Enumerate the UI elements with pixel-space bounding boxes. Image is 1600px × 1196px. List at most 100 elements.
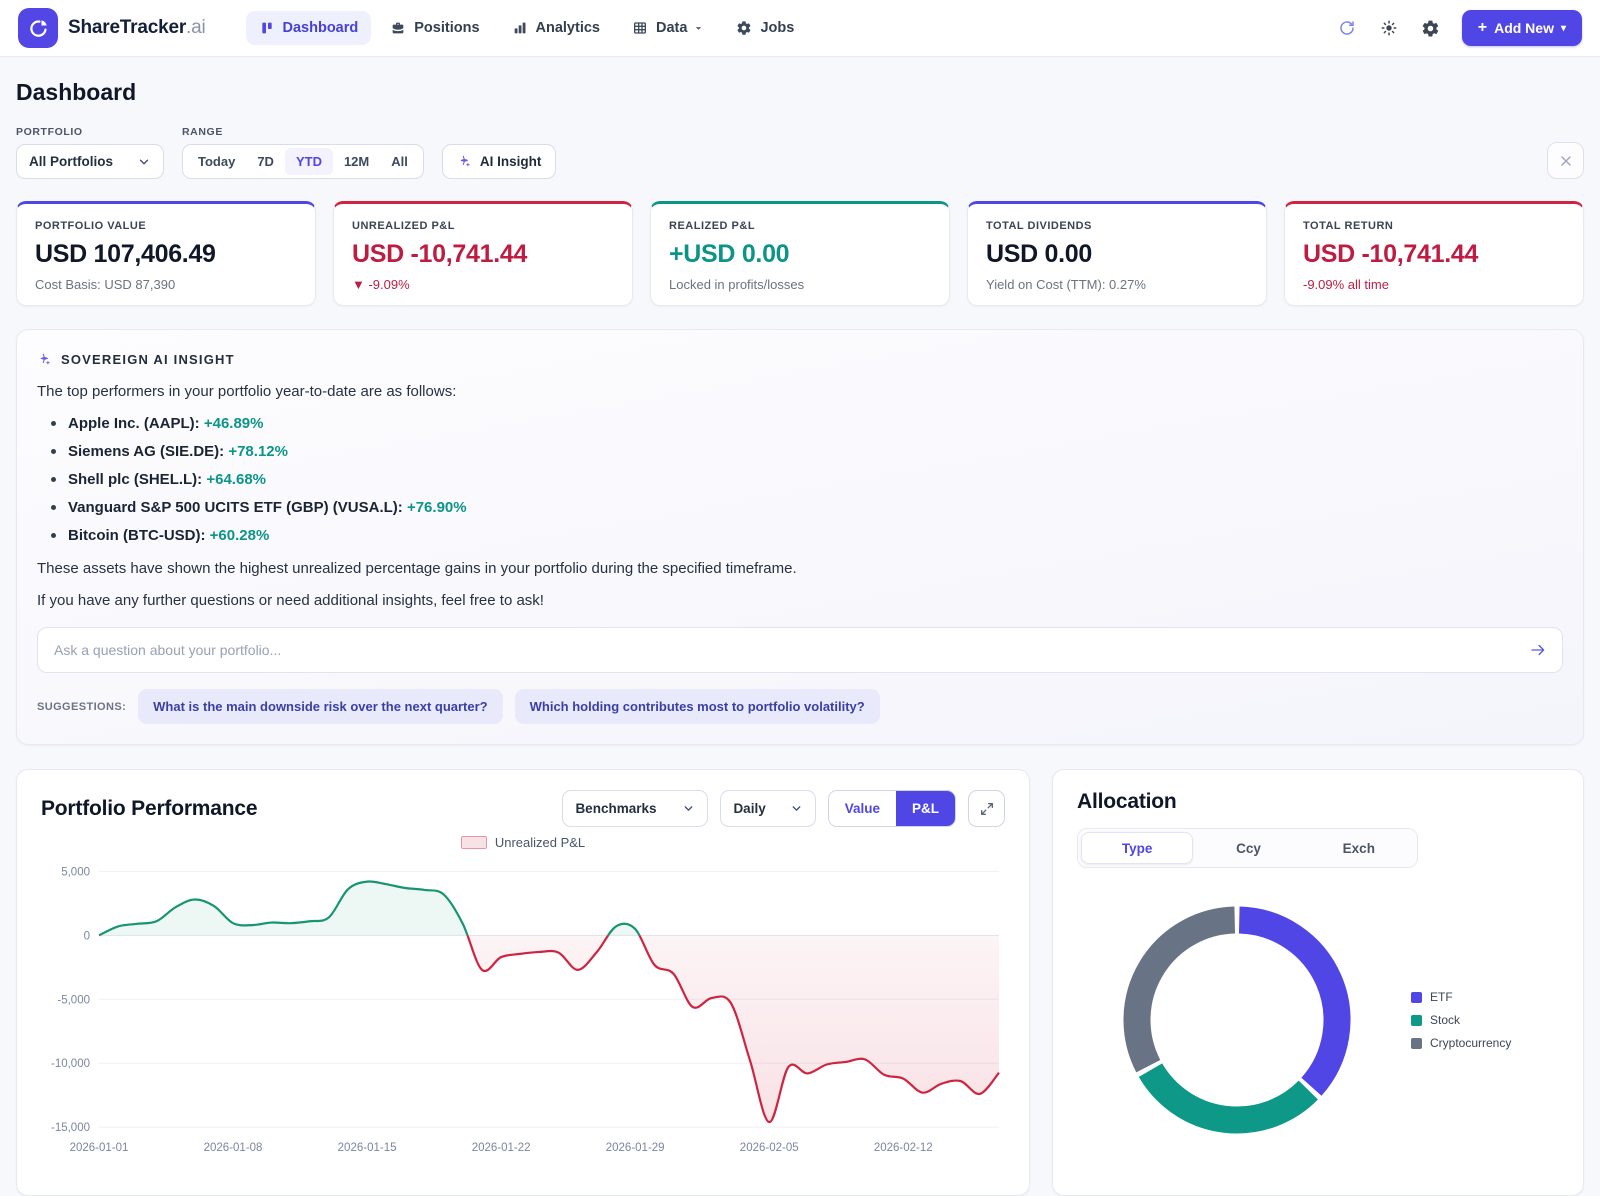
nav-positions-label: Positions bbox=[414, 20, 480, 36]
toggle-value[interactable]: Value bbox=[828, 791, 896, 826]
bullet-dot bbox=[51, 477, 56, 482]
nav-analytics[interactable]: Analytics bbox=[499, 11, 613, 45]
legend-swatch bbox=[1411, 1014, 1422, 1026]
list-item: Vanguard S&P 500 UCITS ETF (GBP) (VUSA.L… bbox=[45, 499, 1563, 516]
benchmarks-select[interactable]: Benchmarks bbox=[562, 790, 709, 827]
svg-text:2026-01-22: 2026-01-22 bbox=[472, 1142, 531, 1154]
range-7d[interactable]: 7D bbox=[246, 148, 285, 175]
kpi-subtext: -9.09% all time bbox=[1303, 277, 1389, 292]
settings-button[interactable] bbox=[1414, 11, 1448, 45]
range-all[interactable]: All bbox=[380, 148, 419, 175]
refresh-button[interactable] bbox=[1330, 11, 1364, 45]
interval-select[interactable]: Daily bbox=[720, 790, 816, 827]
svg-text:-15,000: -15,000 bbox=[51, 1122, 90, 1134]
nav-positions[interactable]: Positions bbox=[377, 11, 492, 45]
expand-icon bbox=[979, 801, 995, 817]
allocation-donut-chart bbox=[1123, 906, 1351, 1134]
list-item: Shell plc (SHEL.L): +64.68% bbox=[45, 471, 1563, 488]
range-ytd[interactable]: YTD bbox=[284, 148, 333, 175]
ai-insight-panel: SOVEREIGN AI INSIGHT The top performers … bbox=[16, 329, 1584, 745]
page-title: Dashboard bbox=[16, 79, 137, 105]
portfolio-performance-card: Portfolio Performance Benchmarks Daily V… bbox=[16, 769, 1030, 1196]
bullet-dot bbox=[51, 421, 56, 426]
list-item: Siemens AG (SIE.DE): +78.12% bbox=[45, 443, 1563, 460]
kpi-total-return: TOTAL RETURN USD -10,741.44 -9.09% all t… bbox=[1284, 201, 1584, 306]
svg-text:2026-01-08: 2026-01-08 bbox=[204, 1142, 263, 1154]
nav-jobs-label: Jobs bbox=[760, 20, 795, 36]
insight-title: SOVEREIGN AI INSIGHT bbox=[61, 352, 235, 367]
kpi-value: USD -10,741.44 bbox=[1303, 240, 1479, 268]
expand-chart-button[interactable] bbox=[968, 790, 1005, 827]
svg-text:0: 0 bbox=[84, 930, 90, 942]
list-item: Bitcoin (BTC-USD): +60.28% bbox=[45, 527, 1563, 544]
portfolio-select-value: All Portfolios bbox=[29, 154, 113, 169]
dismiss-banner-button[interactable] bbox=[1547, 142, 1584, 179]
bar-chart-icon bbox=[512, 20, 528, 36]
pie-chart-logo-icon bbox=[27, 17, 50, 40]
nav-dashboard-label: Dashboard bbox=[282, 20, 359, 36]
kpi-label: UNREALIZED P&L bbox=[352, 220, 455, 232]
refresh-icon bbox=[1338, 19, 1356, 37]
gear-icon bbox=[1421, 19, 1440, 38]
allocation-title: Allocation bbox=[1077, 790, 1177, 813]
range-label: RANGE bbox=[182, 126, 223, 138]
kpi-label: REALIZED P&L bbox=[669, 220, 756, 232]
performance-controls: Benchmarks Daily Value P&L bbox=[562, 790, 1005, 827]
legend-swatch bbox=[1411, 1037, 1422, 1049]
kpi-label: TOTAL RETURN bbox=[1303, 220, 1394, 232]
svg-text:2026-01-15: 2026-01-15 bbox=[338, 1142, 397, 1154]
arrow-right-icon bbox=[1529, 641, 1547, 659]
chevron-down-icon bbox=[137, 155, 151, 169]
interval-select-value: Daily bbox=[733, 801, 766, 816]
kpi-subtext: Yield on Cost (TTM): 0.27% bbox=[986, 277, 1146, 292]
plus-icon: + bbox=[1477, 19, 1488, 36]
top-performers-list: Apple Inc. (AAPL): +46.89% Siemens AG (S… bbox=[45, 415, 1563, 544]
close-icon bbox=[1558, 153, 1574, 169]
tab-ccy[interactable]: Ccy bbox=[1193, 832, 1303, 864]
suggestion-pill-volatility[interactable]: Which holding contributes most to portfo… bbox=[514, 689, 880, 724]
nav-data-label: Data bbox=[656, 20, 688, 36]
nav-jobs[interactable]: Jobs bbox=[723, 11, 807, 45]
toggle-pnl[interactable]: P&L bbox=[896, 791, 955, 826]
ai-insight-button-label: AI Insight bbox=[479, 154, 542, 169]
portfolio-select[interactable]: All Portfolios bbox=[16, 144, 164, 179]
benchmarks-select-value: Benchmarks bbox=[575, 801, 657, 816]
nav-analytics-label: Analytics bbox=[535, 20, 600, 36]
allocation-tabs: Type Ccy Exch bbox=[1077, 828, 1418, 868]
suggestion-pill-downside-risk[interactable]: What is the main downside risk over the … bbox=[138, 689, 503, 724]
kpi-subtext: Locked in profits/losses bbox=[669, 277, 805, 292]
app-logo[interactable] bbox=[18, 8, 58, 48]
chevron-down-icon bbox=[693, 23, 704, 34]
legend-swatch bbox=[1411, 991, 1422, 1003]
allocation-chart-area: ETF Stock Cryptocurrency bbox=[1077, 902, 1559, 1138]
tab-type[interactable]: Type bbox=[1081, 832, 1194, 864]
chevron-down-icon bbox=[682, 802, 695, 815]
bullet-dot bbox=[51, 449, 56, 454]
nav-dashboard[interactable]: Dashboard bbox=[245, 11, 372, 45]
add-new-button[interactable]: + Add New ▾ bbox=[1461, 10, 1582, 46]
top-nav: ShareTracker.ai Dashboard Positions Anal… bbox=[0, 0, 1600, 57]
ai-insight-button[interactable]: AI Insight bbox=[441, 144, 557, 179]
chevron-down-icon bbox=[790, 802, 803, 815]
bullet-dot bbox=[51, 533, 56, 538]
kpi-value: USD -10,741.44 bbox=[352, 240, 528, 268]
insight-outro-1: These assets have shown the highest unre… bbox=[37, 560, 797, 577]
allocation-legend: ETF Stock Cryptocurrency bbox=[1411, 990, 1511, 1050]
range-today[interactable]: Today bbox=[187, 148, 246, 175]
tab-exch[interactable]: Exch bbox=[1304, 832, 1414, 864]
theme-toggle-button[interactable] bbox=[1372, 11, 1406, 45]
kpi-value: USD 0.00 bbox=[986, 240, 1092, 268]
kpi-realized-pnl: REALIZED P&L +USD 0.00 Locked in profits… bbox=[650, 201, 950, 306]
svg-text:2026-01-01: 2026-01-01 bbox=[70, 1142, 129, 1154]
nav-data[interactable]: Data bbox=[619, 11, 717, 45]
caret-down-icon: ▾ bbox=[1560, 22, 1566, 34]
kpi-value: +USD 0.00 bbox=[669, 240, 790, 268]
legend-item-etf: ETF bbox=[1411, 990, 1511, 1004]
submit-question-button[interactable] bbox=[1521, 634, 1555, 666]
header-actions: + Add New ▾ bbox=[1330, 10, 1582, 46]
legend-label: Unrealized P&L bbox=[494, 834, 586, 850]
kpi-label: TOTAL DIVIDENDS bbox=[986, 220, 1092, 232]
gear-icon bbox=[736, 20, 752, 36]
range-12m[interactable]: 12M bbox=[333, 148, 380, 175]
ask-question-input[interactable] bbox=[37, 627, 1563, 673]
